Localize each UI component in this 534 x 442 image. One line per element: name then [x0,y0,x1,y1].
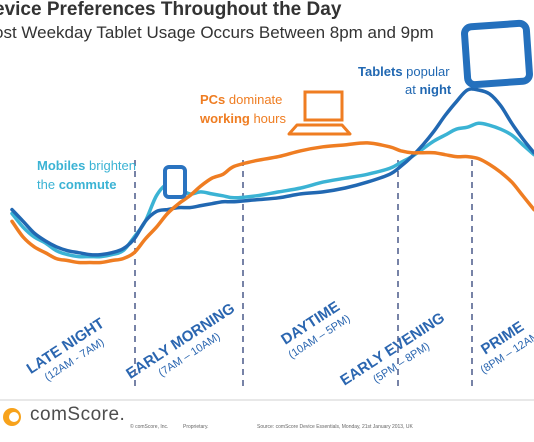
annotation-pcs-rest: dominate [225,92,282,107]
daypart-daytime: DAYTIME (10AM – 5PM) [278,298,352,361]
mobile-phone-icon [163,165,187,199]
annotation-tablets-night: night [419,82,451,97]
series-line-mobile [10,121,534,259]
chart-title: evice Preferences Throughout the Day [0,0,342,20]
annotation-mobiles-key: Mobiles [37,158,85,173]
series-line-tablet [10,87,534,257]
daypart-prime: PRIME (8PM – 12AM) [478,318,534,376]
annotation-tablets: Tablets popular [358,64,450,79]
annotation-tablets-at: at [405,82,419,97]
annotation-tablets-line2: at night [405,82,452,97]
comscore-logo-icon [3,408,21,426]
daypart-early-evening-name: EARLY EVENING [337,309,448,389]
annotation-pcs-hours: hours [250,111,287,126]
annotation-mobiles-commute: commute [59,177,117,192]
daypart-early-evening: EARLY EVENING (5PM – 8PM) [337,309,448,389]
annotation-mobiles: Mobiles brighten [37,158,136,173]
annotation-mobiles-line2: the commute [37,177,116,192]
tablet-icon [461,19,533,89]
footer-proprietary: Proprietary. [183,424,209,430]
series-line-pc [10,141,534,265]
annotation-tablets-key: Tablets [358,64,403,79]
daypart-late-night: LATE NIGHT (12AM - 7AM) [24,315,108,384]
laptop-icon [287,90,352,136]
annotation-tablets-rest: popular [403,64,451,79]
annotation-mobiles-the: the [37,177,59,192]
footer-copyright: © comScore, Inc. [130,424,169,430]
annotation-pcs-working: working [199,111,250,126]
annotation-pcs: PCs dominate [200,92,282,107]
annotation-pcs-key: PCs [200,92,225,107]
series-layer [10,87,534,265]
footer-source: Source: comScore Device Essentials, Mond… [257,424,413,430]
comscore-logo-text: comScore. [30,404,126,425]
daypart-early-morning: EARLY MORNING (7AM – 10AM) [123,300,238,383]
annotation-mobiles-rest: brighten [85,158,136,173]
chart-subtitle: ost Weekday Tablet Usage Occurs Between … [0,23,434,42]
annotation-pcs-line2: working hours [199,111,286,126]
